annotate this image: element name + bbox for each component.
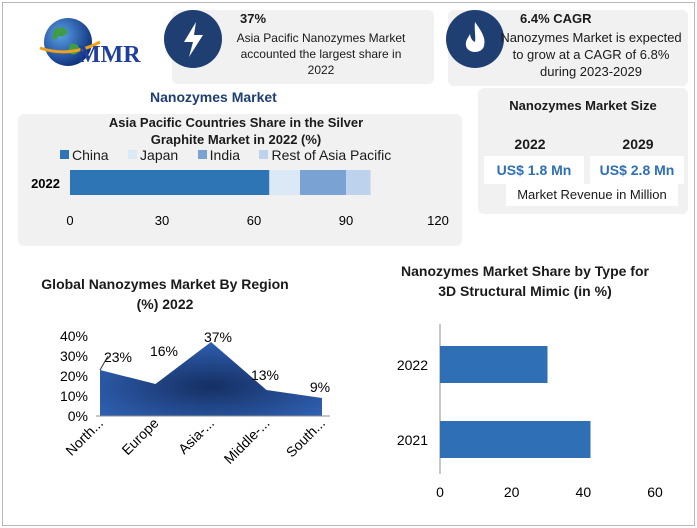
x-tick-label: 30 (155, 213, 169, 228)
bar-segment-india (300, 170, 346, 195)
logo: MMR (30, 14, 160, 76)
flame-icon (465, 22, 485, 52)
lightning-icon (184, 22, 203, 57)
x-tick-label: 90 (339, 213, 353, 228)
legend-item-rest: Rest of Asia Pacific (259, 147, 391, 163)
logo-text: MMR (78, 42, 141, 68)
x-tick-label: 20 (504, 484, 520, 500)
size-caption: Market Revenue in Million (506, 184, 678, 206)
x-category-label: Europe (118, 415, 161, 458)
bar-segment-china (70, 170, 270, 195)
x-category-label: South... (283, 415, 328, 460)
x-category-label: Middle-... (221, 415, 273, 467)
category-label-2022: 2022 (397, 357, 428, 373)
type-bar-chart: 2022 2021 0 20 40 60 (397, 324, 663, 500)
size-value-2029: US$ 2.8 Mn (590, 156, 684, 184)
stat1-value: 37% (240, 11, 267, 26)
asia-chart-title: Asia Pacific Countries Share in the Silv… (108, 115, 364, 147)
globe-icon (39, 18, 101, 66)
data-label: 23% (104, 349, 132, 365)
size-year-2022: 2022 (514, 136, 546, 152)
x-tick-label: 0 (436, 484, 444, 500)
data-label-leader (99, 355, 109, 371)
asia-chart-legend: China Japan India Rest of Asia Pacific (60, 147, 391, 163)
bar-2022 (440, 346, 548, 383)
legend-item-japan: Japan (128, 147, 178, 163)
x-tick-label: 40 (576, 484, 592, 500)
region-chart-title: Global Nanozymes Market By Region (%) 20… (41, 276, 289, 312)
region-area-chart: 0%10%20%30%40%23% 16%37%13%9%North... Euro… (60, 328, 330, 467)
data-label: 13% (251, 367, 279, 383)
stat1-text: Asia Pacific Nanozymes Market accounted … (236, 31, 406, 77)
x-category-label: Asia-... (175, 415, 217, 457)
y-tick-label: 30% (60, 348, 88, 364)
size-value-2022: US$ 1.8 Mn (484, 156, 584, 184)
type-chart-title: Nanozymes Market Share by Type for 3D St… (401, 263, 649, 299)
legend-item-china: China (60, 147, 109, 163)
y-tick-label: 40% (60, 328, 88, 344)
data-label: 37% (204, 329, 232, 345)
legend-item-india: India (197, 147, 240, 163)
asia-stacked-bar-chart: 2022 0 30 60 90 120 (31, 170, 449, 228)
x-tick-label: 120 (427, 213, 449, 228)
bar-segment-rest-of-asia-pacific (346, 170, 371, 195)
stat2-icon-circle (446, 10, 504, 68)
x-tick-label: 60 (647, 484, 663, 500)
category-label-2022: 2022 (31, 176, 60, 191)
x-tick-label: 0 (66, 213, 73, 228)
market-title: Nanozymes Market (150, 89, 277, 105)
x-tick-label: 60 (247, 213, 261, 228)
bar-2021 (440, 421, 591, 458)
data-label: 9% (310, 379, 330, 395)
y-tick-label: 10% (60, 388, 88, 404)
category-label-2021: 2021 (397, 432, 428, 448)
y-tick-label: 20% (60, 368, 88, 384)
region-area (100, 342, 322, 416)
data-label: 16% (150, 343, 178, 359)
size-panel-title: Nanozymes Market Size (509, 98, 657, 113)
size-year-2029: 2029 (622, 136, 654, 152)
stat1-icon-circle (164, 10, 222, 68)
bar-segment-japan (269, 170, 300, 195)
y-tick-label: 0% (68, 408, 88, 424)
stat2-value: 6.4% CAGR (520, 11, 592, 26)
stat2-text: Nanozymes Market is expected to grow at … (500, 30, 682, 79)
